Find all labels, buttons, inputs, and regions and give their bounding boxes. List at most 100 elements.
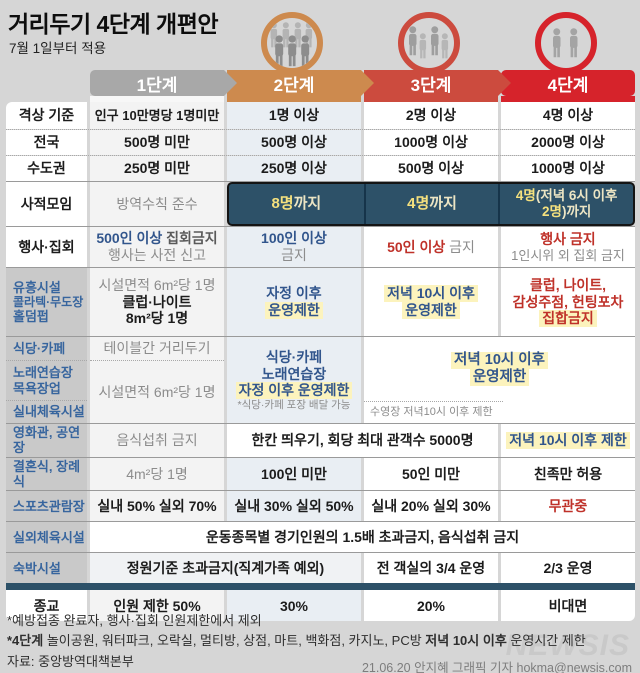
cell-merged-s3-s4: 저녁 10시 이후 운영제한 수영장 저녁10시 이후 제한 [364, 337, 635, 423]
cell: 친족만 허용 [501, 457, 635, 491]
row-events: 행사·집회 500인 이상 집회금지 행사는 사전 신고 100인 이상 금지 … [6, 226, 635, 267]
stage3-arrow-icon [498, 70, 511, 96]
cell: 자정 이후 운영제한 [227, 268, 361, 336]
credit-line: 21.06.20 안지혜 그래픽 기자 hokma@newsis.com [361, 661, 632, 673]
stage4-label: 4단계 [547, 75, 589, 95]
cell: 2000명 이상 [501, 130, 635, 155]
cell: 2/3 운영 [501, 553, 635, 584]
row-label: 식당·카페 노래연습장 목욕장업 실내체육시설 [6, 337, 87, 423]
limit-number: 4명 [515, 188, 536, 204]
stage1-banner: 1단계 [90, 70, 237, 96]
footnote-stage4: *4단계 놀이공원, 워터파크, 오락실, 멀티방, 상점, 마트, 백화점, … [7, 633, 586, 648]
row-wedding: 결혼식, 장례식 4m²당 1명 100인 미만 50인 미만 친족만 허용 [6, 456, 635, 491]
cell: 30% [227, 590, 361, 622]
row-label: 영화관, 공연장 [6, 424, 87, 457]
limit-number: 4명 [407, 195, 430, 213]
cell: 250명 이상 [227, 156, 361, 181]
cell: 500명 미만 [90, 130, 224, 155]
row-label: 숙박시설 [6, 553, 87, 584]
cell: 1000명 이상 [364, 130, 498, 155]
cell: 500명 이상 [364, 156, 498, 181]
cell: 실내 30% 실외 50% [227, 491, 361, 522]
cell-merged-s1-s2: 정원기준 초과금지(직계가족 예외) [90, 553, 361, 584]
cell: 인원 제한 50% [90, 590, 224, 622]
row-label: 수도권 [6, 156, 87, 181]
cell: 100인 미만 [227, 457, 361, 491]
cell: 행사 금지 1인시위 외 집회 금지 [501, 227, 635, 267]
row-nationwide: 전국 500명 미만 500명 이상 1000명 이상 2000명 이상 [6, 129, 635, 155]
row-dining: 식당·카페 노래연습장 목욕장업 실내체육시설 테이블간 거리두기 시설면적 6… [6, 336, 635, 423]
row-label: 종교 [6, 590, 87, 622]
stage2-arrow-icon [361, 70, 374, 96]
footnotes: *예방접종 완료자, 행사·집회 인원제한에서 제외 *4단계 놀이공원, 워터… [7, 611, 586, 672]
cell: 1000명 이상 [501, 156, 635, 181]
cell: 100인 이상 금지 [227, 227, 361, 267]
cell: 테이블간 거리두기 시설면적 6m²당 1명 [90, 337, 224, 423]
row-label: 결혼식, 장례식 [6, 457, 87, 491]
page-title: 거리두기 4단계 개편안 [8, 11, 219, 37]
cell-merged-all: 운동종목별 경기인원의 1.5배 초과금지, 음식섭취 금지 [90, 522, 635, 553]
cell: 4명 이상 [501, 102, 635, 129]
cell: 50인 미만 [364, 457, 498, 491]
stage-header-row: 1단계 2단계 3단계 4단계 [6, 70, 635, 96]
row-lodging: 숙박시설 정원기준 초과금지(직계가족 예외) 전 객실의 3/4 운영 2/3… [6, 552, 635, 584]
row-cinema: 영화관, 공연장 음식섭취 금지 한칸 띄우기, 회당 최대 관객수 5000명… [6, 423, 635, 457]
cell: 음식섭취 금지 [90, 424, 224, 457]
cell-merged-s2-s3: 한칸 띄우기, 회당 최대 관객수 5000명 [227, 424, 498, 457]
row-private-gathering: 사적모임 방역수칙 준수 8명까지 4명까지 4명(저녁 6시 이후 2명)까지 [6, 181, 635, 226]
cell: 방역수칙 준수 [90, 182, 224, 226]
cell: 1명 이상 [227, 102, 361, 129]
cell: 8명까지 [271, 195, 322, 213]
row-label: 사적모임 [6, 182, 87, 226]
cell: 무관중 [501, 491, 635, 522]
column-accent-row [6, 96, 635, 102]
stage4-banner: 4단계 [501, 70, 635, 96]
footnote-vaccinated: *예방접종 완료자, 행사·집회 인원제한에서 제외 [7, 613, 262, 628]
cell: 500명 이상 [227, 130, 361, 155]
cell: 식당·카페 노래연습장 자정 이후 운영제한 *식당·카페 포장 배달 가능 [227, 337, 361, 423]
stage3-people-icon [398, 12, 460, 74]
stage1-arrow-icon [224, 70, 237, 96]
cell: 비대면 [501, 590, 635, 622]
cell: 저녁 10시 이후 운영제한 [364, 337, 635, 401]
row-label: 유흥시설 콜라텍·무도장 홀덤펍 [6, 268, 87, 336]
cell: 4명(저녁 6시 이후 2명)까지 [498, 184, 633, 224]
row-outdoor-sports: 실외체육시설 운동종목별 경기인원의 1.5배 초과금지, 음식섭취 금지 [6, 521, 635, 553]
limit-number: 8명 [271, 195, 294, 213]
stage1-label: 1단계 [136, 75, 178, 95]
row-capital: 수도권 250명 미만 250명 이상 500명 이상 1000명 이상 [6, 155, 635, 181]
cell: 인구 10만명당 1명미만 [90, 102, 224, 129]
row-label: 전국 [6, 130, 87, 155]
cell: 저녁 10시 이후 제한 [501, 424, 635, 457]
stage2-banner: 2단계 [227, 70, 374, 96]
page-subtitle: 7월 1일부터 적용 [9, 41, 107, 56]
row-sports: 스포츠관람장 실내 50% 실외 70% 실내 30% 실외 50% 실내 20… [6, 490, 635, 522]
cell: 4m²당 1명 [90, 457, 224, 491]
row-label: 스포츠관람장 [6, 491, 87, 522]
row-label: 실외체육시설 [6, 522, 87, 553]
cell: 500인 이상 집회금지 행사는 사전 신고 [90, 227, 224, 267]
cell: 2명 이상 [364, 102, 498, 129]
newsis-logo: NEWSIS [505, 629, 630, 662]
cell: 클럽, 나이트, 감성주점, 헌팅포차 집합금지 [501, 268, 635, 336]
stage2-people-icon [261, 12, 323, 74]
stage4-column-accent [501, 96, 635, 102]
cell: 시설면적 6m²당 1명 클럽·나이트 8m²당 1명 [90, 268, 224, 336]
stage3-label: 3단계 [410, 75, 452, 95]
cell: 4명까지 [363, 184, 499, 224]
distancing-table: 격상 기준 인구 10만명당 1명미만 1명 이상 2명 이상 4명 이상 전국… [6, 96, 635, 622]
row-label-group: 노래연습장 목욕장업 [6, 361, 87, 401]
limit-number: 2명 [542, 204, 562, 219]
cell: 저녁 10시 이후 운영제한 [364, 268, 498, 336]
private-gathering-band: 8명까지 4명까지 4명(저녁 6시 이후 2명)까지 [227, 182, 635, 226]
row-label: 격상 기준 [6, 102, 87, 129]
sub-note: 수영장 저녁10시 이후 제한 [364, 401, 503, 423]
cell: 20% [364, 590, 498, 622]
stage2-column-accent [227, 96, 361, 102]
stage4-people-icon [535, 12, 597, 74]
stage3-banner: 3단계 [364, 70, 511, 96]
stage1-column-accent [90, 96, 224, 102]
cell: 전 객실의 3/4 운영 [364, 553, 498, 584]
stage3-column-accent [364, 96, 498, 102]
